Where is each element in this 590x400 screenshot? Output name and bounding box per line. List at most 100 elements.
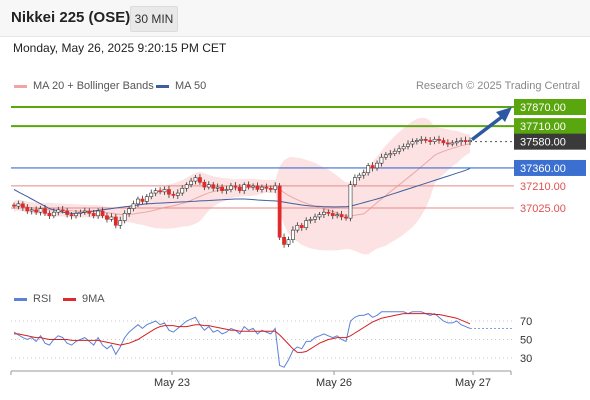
- candle-up: [379, 156, 384, 164]
- rsi-level-label-1: 50: [520, 335, 532, 347]
- chart-header: Nikkei 225 (OSE) 30 MIN: [0, 0, 590, 37]
- candle-up: [313, 216, 317, 220]
- candle-down: [34, 209, 39, 213]
- candle-up: [131, 203, 136, 209]
- candle-down: [198, 177, 202, 183]
- candle-down: [330, 213, 335, 217]
- candle-up: [414, 140, 419, 142]
- candle-down: [370, 165, 375, 169]
- instrument-title: Nikkei 225 (OSE): [11, 9, 131, 26]
- candle-up: [348, 184, 353, 219]
- candle-up: [82, 210, 87, 213]
- candle-up: [401, 146, 406, 150]
- candle-down: [202, 182, 207, 188]
- candle-up: [153, 190, 158, 194]
- candle-up: [56, 209, 61, 213]
- price-level-label-3: 37360.00: [520, 163, 566, 175]
- candle-down: [100, 210, 105, 217]
- candle-up: [180, 187, 185, 194]
- candle-up: [291, 229, 295, 240]
- legend-rsi-label: RSI: [33, 293, 52, 305]
- candle-up: [122, 213, 127, 221]
- candle-down: [445, 142, 450, 145]
- candle-up: [322, 211, 326, 215]
- candle-up: [51, 211, 56, 217]
- candle-up: [286, 239, 291, 245]
- candle-up: [410, 141, 415, 145]
- candle-up: [397, 148, 402, 152]
- candle-down: [463, 140, 468, 142]
- legend-ma50-swatch: [156, 84, 169, 88]
- candle-up: [335, 214, 340, 217]
- candle-down: [87, 210, 92, 214]
- candle-up: [432, 138, 437, 142]
- candle-up: [193, 177, 198, 182]
- candle-down: [237, 186, 242, 191]
- legend-ma20: MA 20 + Bollinger Bands: [14, 80, 154, 92]
- price-level-tag-1: [514, 118, 586, 135]
- candle-up: [16, 203, 21, 207]
- candle-down: [60, 209, 65, 212]
- legend-rsi-swatch: [14, 297, 27, 301]
- candle-up: [127, 208, 132, 214]
- candle-up: [136, 198, 140, 205]
- candle-down: [326, 211, 331, 214]
- candle-down: [47, 213, 52, 217]
- rsi-level-label-2: 70: [520, 316, 532, 328]
- candle-down: [69, 214, 74, 217]
- price-level-tag-2: [514, 133, 586, 150]
- candle-down: [246, 184, 251, 188]
- candle-up: [260, 186, 264, 190]
- legend-rsi-ma-swatch: [63, 297, 76, 301]
- candle-down: [211, 184, 216, 189]
- candle-down: [20, 203, 25, 208]
- legend-ma20-label: MA 20 + Bollinger Bands: [33, 80, 154, 92]
- candle-up: [184, 184, 189, 189]
- rsi-line: [13, 311, 471, 368]
- x-tick-label-2: May 27: [455, 377, 491, 389]
- candle-up: [450, 142, 455, 145]
- candle-up: [361, 172, 366, 176]
- candle-up: [459, 140, 464, 142]
- candle-down: [25, 207, 30, 212]
- candle-up: [109, 216, 114, 220]
- candle-down: [264, 186, 269, 189]
- candle-down: [282, 236, 286, 245]
- candle-down: [171, 193, 176, 196]
- candle-up: [144, 196, 149, 202]
- price-level-label-1: 37710.00: [520, 121, 566, 133]
- candle-down: [167, 189, 171, 195]
- candle-down: [339, 214, 344, 218]
- candle-down: [299, 225, 304, 229]
- candle-down: [268, 187, 273, 190]
- candle-down: [220, 186, 224, 191]
- timeframe-button[interactable]: 30 MIN: [130, 6, 178, 32]
- candle-up: [224, 189, 229, 191]
- candle-up: [375, 162, 379, 169]
- candle-up: [118, 220, 123, 226]
- price-level-label-0: 37870.00: [520, 102, 566, 114]
- datetime-label: Monday, May 26, 2025 9:20:15 PM CET: [13, 41, 227, 55]
- candle-up: [388, 153, 393, 156]
- legend-rsi-ma: 9MA: [63, 293, 105, 305]
- copyright-text: Research © 2025 Trading Central: [415, 80, 580, 92]
- price-level-tag-0: [514, 99, 586, 115]
- candle-up: [162, 189, 167, 193]
- candle-up: [206, 184, 211, 188]
- candle-down: [105, 215, 109, 220]
- legend-rsi: RSI: [14, 293, 51, 305]
- candle-up: [419, 138, 424, 141]
- candle-up: [295, 225, 300, 231]
- candle-down: [140, 198, 145, 202]
- candle-down: [12, 204, 16, 207]
- candle-up: [175, 192, 180, 196]
- candle-up: [149, 192, 154, 197]
- candle-up: [189, 180, 193, 185]
- candle-down: [158, 190, 162, 193]
- price-level-tag-3: [514, 159, 586, 176]
- candle-down: [233, 185, 238, 188]
- legend-rsi-ma-label: 9MA: [82, 293, 105, 305]
- candle-up: [406, 143, 410, 147]
- candle-down: [344, 216, 348, 219]
